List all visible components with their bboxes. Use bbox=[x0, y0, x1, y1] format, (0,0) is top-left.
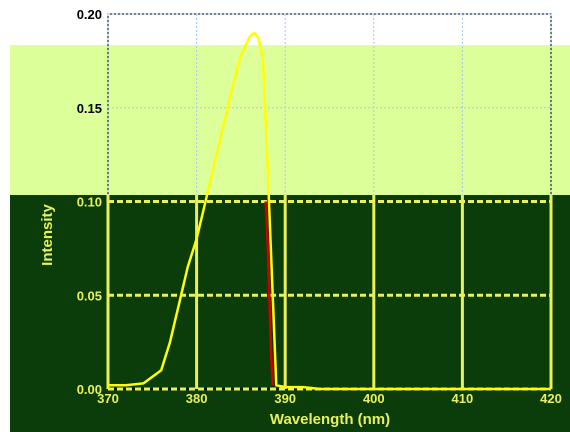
x-tick-label: 390 bbox=[274, 391, 296, 406]
y-axis-label: Intensity bbox=[39, 204, 56, 266]
y-tick-label: 0.20 bbox=[77, 7, 102, 22]
y-tick-label: 0.15 bbox=[77, 101, 102, 116]
y-tick-labels: 0.00 0.05 0.10 0.15 0.20 bbox=[77, 7, 102, 397]
x-tick-label: 420 bbox=[540, 391, 562, 406]
series-layer bbox=[108, 31, 551, 391]
background-light-green bbox=[10, 45, 570, 195]
series-line-1 bbox=[108, 31, 551, 391]
y-tick-label: 0.00 bbox=[77, 382, 102, 397]
x-tick-label: 400 bbox=[363, 391, 385, 406]
x-tick-label: 410 bbox=[452, 391, 474, 406]
y-tick-label: 0.05 bbox=[77, 288, 102, 303]
x-tick-label: 380 bbox=[186, 391, 208, 406]
x-axis-label: Wavelength (nm) bbox=[270, 411, 390, 428]
series-line-2 bbox=[264, 201, 275, 386]
x-tick-labels: 370 380 390 400 410 420 bbox=[97, 391, 562, 406]
background-dark-green bbox=[10, 195, 570, 432]
y-tick-label: 0.10 bbox=[77, 195, 102, 210]
x-tick-label: 370 bbox=[97, 391, 119, 406]
